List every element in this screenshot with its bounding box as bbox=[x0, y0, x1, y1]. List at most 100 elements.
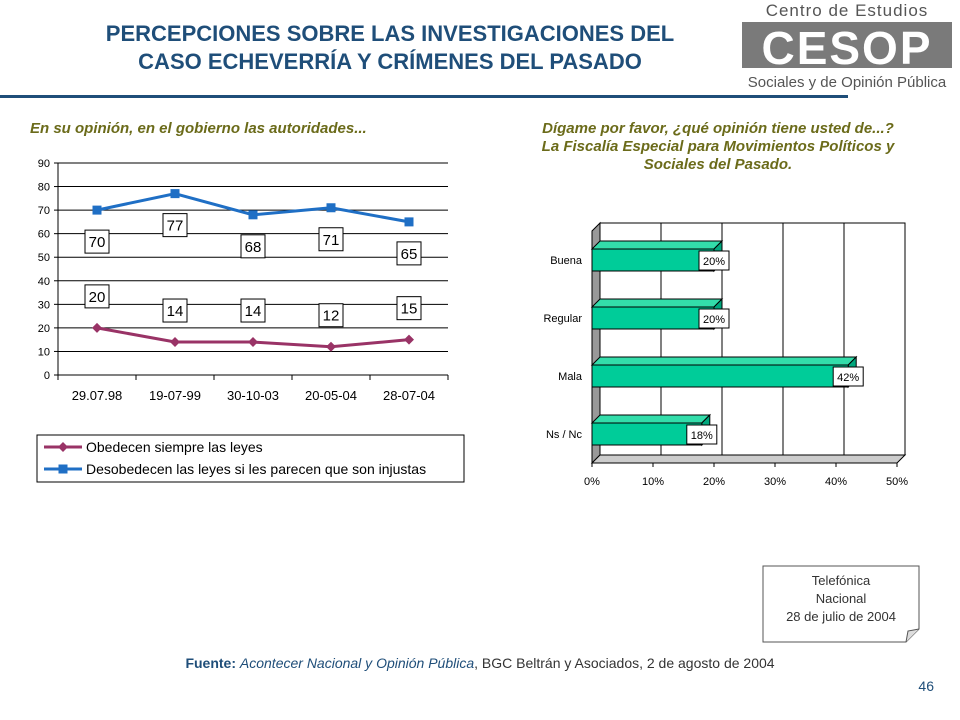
y-tick-label: 10 bbox=[38, 346, 50, 358]
page-title: PERCEPCIONES SOBRE LAS INVESTIGACIONES D… bbox=[40, 20, 740, 76]
x-tick-label: 29.07.98 bbox=[72, 388, 123, 403]
data-label: 20% bbox=[703, 314, 725, 326]
data-label-box bbox=[698, 308, 730, 329]
bar bbox=[591, 248, 715, 272]
bar bbox=[591, 306, 715, 330]
data-label-box bbox=[240, 234, 266, 259]
data-label-box bbox=[686, 424, 718, 445]
data-label: 20% bbox=[703, 256, 725, 268]
x-tick-label: 30-10-03 bbox=[227, 388, 279, 403]
x-tick-label: 50% bbox=[886, 476, 908, 488]
source-citation: Fuente: Acontecer Nacional y Opinión Púb… bbox=[0, 655, 960, 671]
y-tick-label: 50 bbox=[38, 252, 50, 264]
legend-label: Obedecen siempre las leyes bbox=[86, 439, 263, 455]
bar-top bbox=[590, 356, 858, 366]
title-line-1: PERCEPCIONES SOBRE LAS INVESTIGACIONES D… bbox=[105, 21, 675, 46]
x-tick-label: 30% bbox=[764, 476, 786, 488]
right-subtitle-line-3: Sociales del Pasado. bbox=[643, 156, 793, 173]
data-point bbox=[404, 217, 414, 227]
note-line-1: Telefónica bbox=[812, 573, 871, 588]
right-subtitle-line-1: Dígame por favor, ¿qué opinión tiene ust… bbox=[542, 120, 894, 137]
data-label-box bbox=[396, 296, 422, 321]
page-number: 46 bbox=[918, 678, 934, 694]
data-point bbox=[248, 210, 258, 220]
survey-note: Telefónica Nacional 28 de julio de 2004 bbox=[762, 565, 920, 643]
data-label: 71 bbox=[323, 232, 340, 249]
data-label: 15 bbox=[401, 301, 418, 318]
legend-marker bbox=[58, 464, 68, 474]
legend-label: Desobedecen las leyes si les parecen que… bbox=[86, 461, 426, 477]
right-chart-subtitle: Dígame por favor, ¿qué opinión tiene ust… bbox=[478, 120, 958, 174]
source-rest: , BGC Beltrán y Asociados, 2 de agosto d… bbox=[474, 655, 775, 671]
cesop-logo: Centro de Estudios CESOP Sociales y de O… bbox=[742, 1, 952, 91]
data-label-box bbox=[240, 298, 266, 323]
header-rule bbox=[0, 95, 848, 98]
data-label: 68 bbox=[245, 239, 262, 256]
data-label: 18% bbox=[691, 430, 713, 442]
data-point bbox=[92, 205, 102, 215]
data-label: 70 bbox=[89, 234, 106, 251]
data-label: 12 bbox=[323, 308, 340, 325]
y-tick-label: 70 bbox=[38, 205, 50, 217]
left-chart-subtitle: En su opinión, en el gobierno las autori… bbox=[30, 120, 367, 137]
y-tick-label: 30 bbox=[38, 299, 50, 311]
logo-mark: CESOP bbox=[761, 22, 932, 74]
data-label-box bbox=[162, 298, 188, 323]
x-tick-label: 10% bbox=[642, 476, 664, 488]
data-label: 77 bbox=[167, 218, 184, 235]
logo-top-text: Centro de Estudios bbox=[766, 1, 929, 20]
line-chart: 0 10 20 30 40 50 60 70 80 90 29.07.98 19-07-99 30-10… bbox=[36, 158, 465, 483]
data-point bbox=[170, 189, 180, 199]
data-point bbox=[404, 334, 414, 345]
bar-top bbox=[590, 414, 712, 424]
x-tick-label: 0% bbox=[584, 476, 600, 488]
floor bbox=[590, 454, 907, 464]
data-label-box bbox=[396, 241, 422, 266]
x-tick-label: 20% bbox=[703, 476, 725, 488]
note-line-2: Nacional bbox=[816, 591, 867, 606]
data-point bbox=[170, 337, 180, 348]
data-point bbox=[248, 337, 258, 348]
data-label-box bbox=[832, 366, 864, 387]
y-tick-label: 20 bbox=[38, 323, 50, 335]
source-publication: Acontecer Nacional y Opinión Pública bbox=[239, 655, 475, 671]
data-point bbox=[326, 203, 336, 213]
data-point bbox=[326, 341, 336, 352]
title-line-2: CASO ECHEVERRÍA Y CRÍMENES DEL PASADO bbox=[138, 49, 642, 74]
bar-chart: 0% 10% 20% 30% 40% 50% Buena 20% Regular 20% Mala 4… bbox=[543, 221, 908, 488]
category-label: Buena bbox=[550, 255, 583, 267]
category-label: Regular bbox=[543, 313, 582, 325]
logo-bottom-text: Sociales y de Opinión Pública bbox=[748, 74, 947, 91]
data-label-box bbox=[318, 227, 344, 252]
data-label-box bbox=[318, 303, 344, 328]
legend-marker bbox=[58, 442, 68, 452]
data-label-box bbox=[162, 213, 188, 238]
x-tick-label: 28-07-04 bbox=[383, 388, 435, 403]
bar bbox=[591, 364, 849, 388]
y-tick-label: 80 bbox=[38, 182, 50, 194]
x-tick-label: 19-07-99 bbox=[149, 388, 201, 403]
data-label-box bbox=[84, 284, 110, 309]
data-label: 65 bbox=[401, 246, 418, 263]
y-tick-label: 60 bbox=[38, 229, 50, 241]
data-label-box bbox=[698, 250, 730, 271]
data-label: 14 bbox=[167, 303, 184, 320]
note-line-3: 28 de julio de 2004 bbox=[786, 609, 896, 624]
bar-top bbox=[590, 298, 724, 308]
data-point bbox=[92, 322, 102, 333]
bar bbox=[591, 422, 703, 446]
bar-top bbox=[590, 240, 724, 250]
category-label: Mala bbox=[558, 371, 583, 383]
y-tick-label: 0 bbox=[44, 370, 50, 382]
legend-box bbox=[36, 434, 465, 483]
x-tick-label: 40% bbox=[825, 476, 847, 488]
y-tick-label: 40 bbox=[38, 276, 50, 288]
category-label: Ns / Nc bbox=[546, 429, 583, 441]
x-tick-label: 20-05-04 bbox=[305, 388, 357, 403]
right-subtitle-line-2: La Fiscalía Especial para Movimientos Po… bbox=[541, 138, 895, 155]
source-label: Fuente: bbox=[185, 655, 236, 671]
data-label: 42% bbox=[837, 372, 859, 384]
data-label: 20 bbox=[89, 289, 106, 306]
y-tick-label: 90 bbox=[38, 158, 50, 170]
data-label: 14 bbox=[245, 303, 262, 320]
